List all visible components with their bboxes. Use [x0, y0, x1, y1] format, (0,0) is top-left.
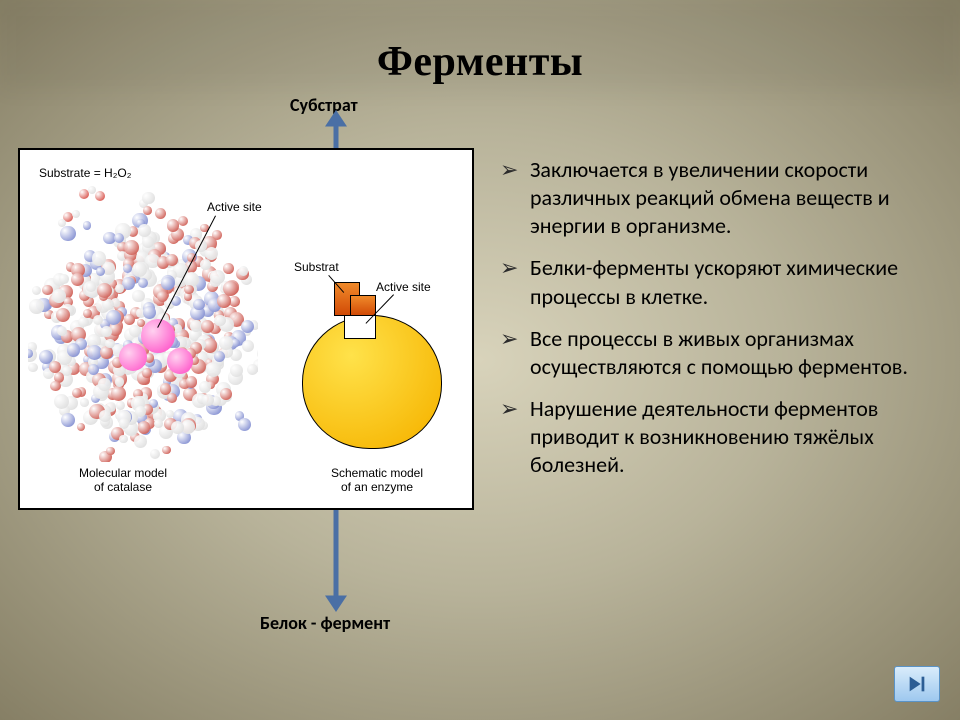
molecular-caption-l1: Molecular model: [43, 466, 203, 480]
schematic-caption: Schematic model of an enzyme: [292, 466, 462, 494]
slide-title: Ферменты: [0, 38, 960, 86]
molecular-caption-l2: of catalase: [43, 480, 203, 494]
substrate-label: Substrat: [294, 260, 339, 274]
bullet-item: Белки-ферменты ускоряют химические проце…: [500, 254, 920, 310]
schematic-caption-l1: Schematic model: [292, 466, 462, 480]
arrow-label-bottom: Белок - фермент: [260, 612, 390, 634]
chevron-right-icon: [906, 673, 928, 695]
substrate-block-step: [350, 295, 376, 316]
bullet-item: Нарушение деятельности ферментов приводи…: [500, 395, 920, 479]
bullet-list: Заключается в увеличении скорости различ…: [500, 156, 920, 494]
molecular-caption: Molecular model of catalase: [43, 466, 203, 494]
schematic-caption-l2: of an enzyme: [292, 480, 462, 494]
molecular-model: [28, 182, 258, 462]
diagram-frame: Substrate = H₂O₂ Active site Molecular m…: [18, 148, 474, 510]
substrate-formula-label: Substrate = H₂O₂: [39, 166, 131, 180]
bullet-item: Все процессы в живых организмах осуществ…: [500, 325, 920, 381]
bullet-item: Заключается в увеличении скорости различ…: [500, 156, 920, 240]
slide: Ферменты Субстрат Белок - фермент Substr…: [0, 0, 960, 720]
active-site-label-right: Active site: [376, 280, 431, 294]
next-slide-button[interactable]: [894, 666, 940, 702]
